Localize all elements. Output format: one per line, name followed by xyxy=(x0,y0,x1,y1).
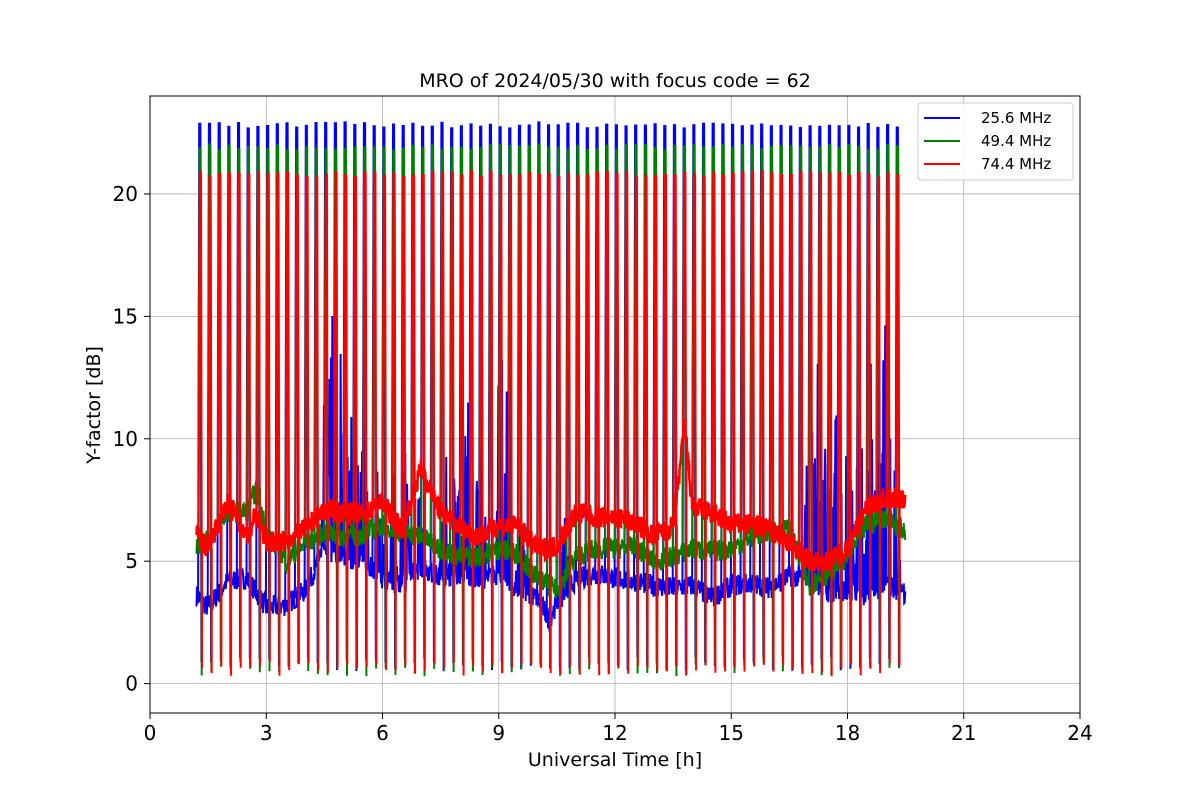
x-tick-label: 9 xyxy=(492,721,505,745)
y-axis-label: Y-factor [dB] xyxy=(83,346,105,465)
x-tick-label: 21 xyxy=(951,721,976,745)
legend-label-49-4: 49.4 MHz xyxy=(981,132,1051,150)
legend-box xyxy=(917,102,1074,181)
tick-layer: 0 3 6 9 12 15 18 21 24 0 5 10 15 20 xyxy=(113,182,1093,745)
y-tick-label: 15 xyxy=(113,304,138,328)
x-tick-label: 6 xyxy=(376,721,389,745)
x-tick-label: 18 xyxy=(835,721,860,745)
legend-label-25-6: 25.6 MHz xyxy=(981,109,1051,127)
x-tick-label: 24 xyxy=(1067,721,1092,745)
chart-title: MRO of 2024/05/30 with focus code = 62 xyxy=(419,70,811,92)
series-pulses xyxy=(197,143,901,677)
series-pulses xyxy=(197,121,900,672)
y-tick-label: 10 xyxy=(113,427,138,451)
y-tick-label: 0 xyxy=(125,672,138,696)
legend-label-74-4: 74.4 MHz xyxy=(981,155,1051,173)
series-74-4 xyxy=(195,170,907,677)
legend: 25.6 MHz 49.4 MHz 74.4 MHz xyxy=(917,102,1074,181)
y-tick-label: 5 xyxy=(125,549,138,573)
x-tick-label: 3 xyxy=(260,721,273,745)
x-tick-label: 12 xyxy=(602,721,627,745)
series-pulses xyxy=(197,170,901,677)
x-tick-label: 15 xyxy=(719,721,744,745)
x-axis-label: Universal Time [h] xyxy=(528,749,702,771)
x-tick-label: 0 xyxy=(144,721,157,745)
y-tick-label: 20 xyxy=(113,182,138,206)
series-layer xyxy=(195,121,907,677)
